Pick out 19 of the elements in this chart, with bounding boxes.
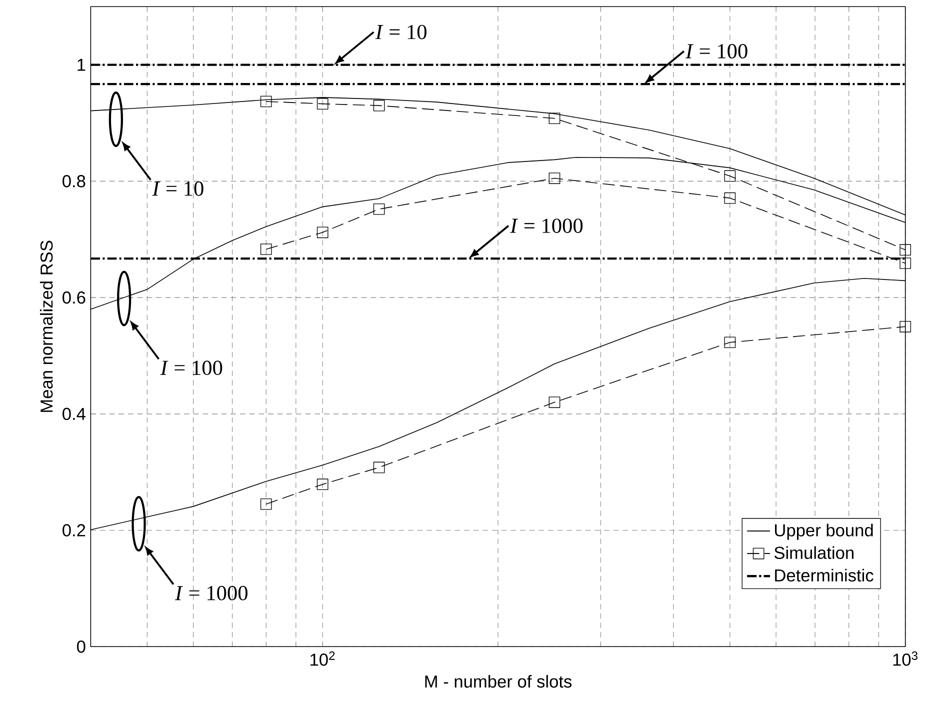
y-tick-label: 0.8 — [62, 175, 86, 188]
annotation: I = 10 — [152, 181, 204, 196]
x-axis-title: M - number of slots — [425, 674, 572, 688]
annotation: I = 10 — [375, 24, 426, 40]
x-tick-label: 10$^{3}$ — [893, 651, 918, 666]
y-tick-label: 0.2 — [62, 524, 86, 536]
annotation: I = 1000 — [174, 586, 248, 600]
annotation: I = 1000 — [510, 218, 583, 233]
annotation: I = 100 — [685, 44, 748, 58]
legend-label: Simulation — [774, 546, 854, 559]
y-tick-label: 0.4 — [62, 408, 86, 420]
legend-label: Deterministic — [775, 568, 874, 582]
x-tick-label: 10$^{2}$ — [310, 651, 335, 666]
annotation: I = 100 — [160, 360, 222, 376]
legend-label: Upper bound — [775, 524, 873, 540]
y-tick-label: 1 — [78, 58, 86, 71]
y-tick-label: 0 — [77, 640, 86, 653]
y-axis-title: Mean normalized RSS — [40, 240, 53, 412]
y-tick-label: 0.6 — [62, 291, 86, 304]
